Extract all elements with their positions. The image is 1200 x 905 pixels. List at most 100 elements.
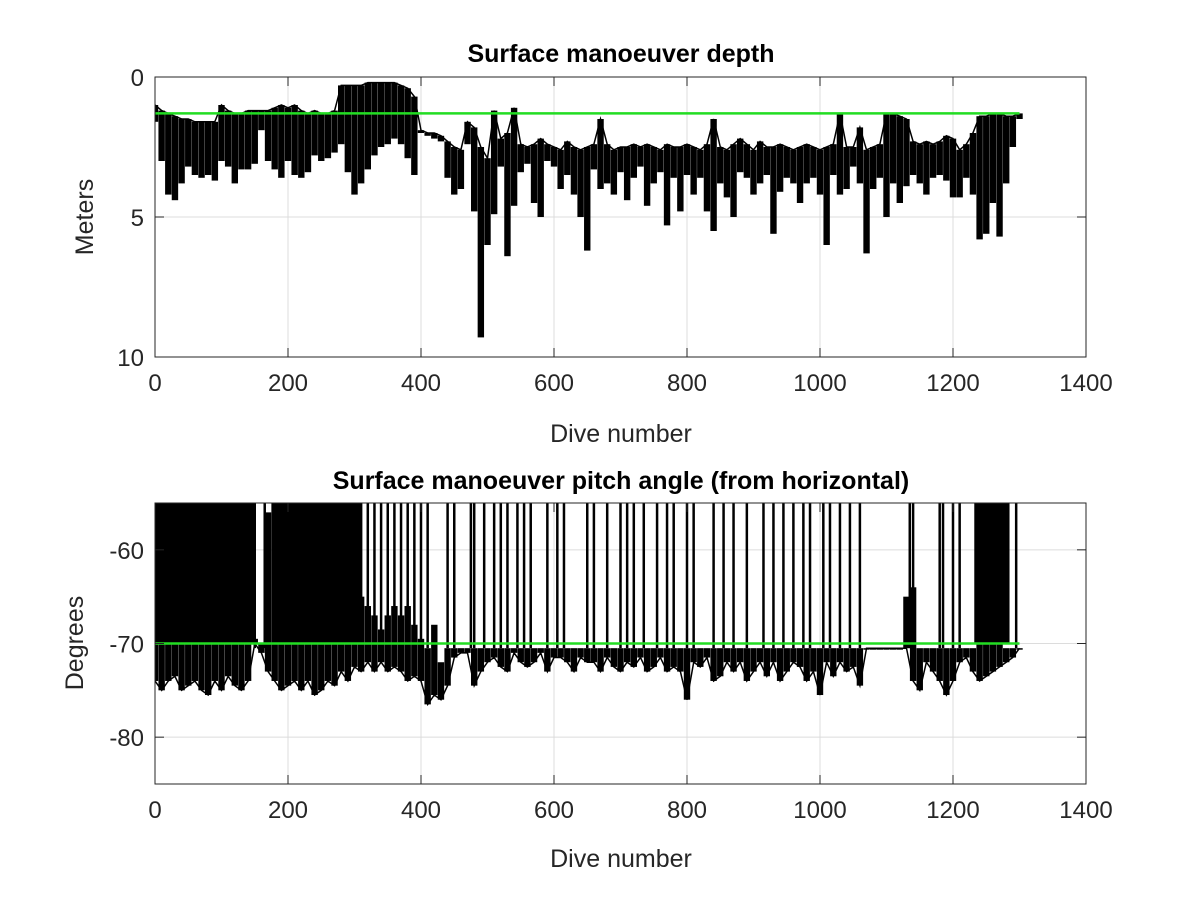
pitch-series-bar-99 — [810, 648, 817, 672]
depth-series-bar-118 — [936, 141, 943, 175]
depth-y-axis-label: Meters — [71, 179, 99, 255]
depth-y-tick-label-2: 10 — [117, 345, 144, 372]
depth-series-bar-85 — [717, 147, 724, 184]
depth-series-bar-9 — [211, 121, 219, 181]
depth-series-bar-37 — [397, 85, 405, 145]
depth-series-bar-112 — [896, 116, 903, 203]
depth-series-bar-91 — [756, 141, 764, 184]
pitch-series-bar-56 — [524, 648, 531, 667]
depth-series-bar-14 — [244, 110, 252, 170]
pitch-x-tick-label-5: 1000 — [793, 797, 846, 824]
pitch-series-bar-25 — [318, 503, 325, 691]
depth-series-bar-73 — [637, 147, 644, 167]
pitch-series-bar-20 — [284, 503, 292, 686]
pitch-series-bar-12 — [231, 503, 238, 686]
depth-series-bar-84 — [710, 119, 717, 231]
pitch-y-axis-label: Degrees — [61, 596, 89, 691]
depth-series-bar-89 — [743, 144, 751, 178]
depth-series-bar-83 — [703, 144, 711, 212]
depth-series-bar-105 — [850, 147, 857, 167]
pitch-series-bar-17 — [264, 512, 272, 672]
depth-series-bar-78 — [670, 147, 677, 178]
pitch-series-bar-8 — [205, 503, 212, 696]
pitch-series-bar-98 — [803, 648, 810, 681]
depth-series-bar-100 — [816, 149, 824, 195]
depth-series-bar-6 — [191, 121, 199, 175]
depth-series-bar-32 — [364, 82, 371, 170]
pitch-series-bar-129 — [1009, 648, 1017, 658]
pitch-subplot: Surface manoeuver pitch angle (from hori… — [61, 467, 1113, 873]
depth-series-bar-54 — [510, 107, 518, 206]
pitch-series-bar-118 — [936, 648, 943, 681]
pitch-series-bar-29 — [344, 503, 352, 681]
depth-series-bar-28 — [338, 85, 345, 145]
depth-series-bar-121 — [956, 149, 963, 198]
pitch-series-bar-92 — [763, 648, 770, 677]
depth-series-bar-56 — [524, 147, 531, 164]
depth-series-bar-57 — [530, 144, 538, 203]
depth-series-bar-39 — [411, 96, 418, 175]
pitch-series-bar-69 — [610, 648, 618, 667]
pitch-series-bar-24 — [311, 503, 318, 696]
pitch-series-bar-81 — [690, 648, 697, 663]
pitch-series-bar-122 — [963, 648, 970, 658]
depth-series-bar-64 — [577, 149, 584, 217]
pitch-series-bar-106 — [856, 648, 864, 686]
depth-y-tick-label-0: 0 — [131, 65, 144, 92]
pitch-series-bar-21 — [291, 503, 298, 681]
depth-series-bar-128 — [1003, 116, 1010, 184]
depth-series-bar-86 — [723, 149, 731, 198]
pitch-series-bar-28 — [338, 503, 345, 672]
depth-series-bar-70 — [617, 147, 624, 173]
depth-series-bar-4 — [178, 119, 185, 184]
depth-series-bar-55 — [517, 144, 524, 173]
pitch-x-tick-label-3: 600 — [534, 797, 574, 824]
pitch-series-bar-75 — [650, 648, 657, 667]
pitch-series-bar-18 — [271, 503, 278, 681]
depth-series-bar-71 — [623, 147, 631, 201]
pitch-series-bar-46 — [457, 648, 465, 653]
depth-series-bar-82 — [697, 149, 704, 178]
depth-series-bar-90 — [750, 149, 757, 195]
depth-series-bar-13 — [238, 113, 245, 170]
pitch-series-bar-80 — [683, 648, 691, 700]
pitch-series-bar-64 — [577, 648, 584, 658]
pitch-series-bar-97 — [796, 648, 804, 667]
depth-series-bar-25 — [318, 113, 325, 161]
depth-series-bar-113 — [903, 119, 910, 187]
depth-series-bar-106 — [856, 127, 864, 184]
pitch-series-bar-125 — [983, 549, 990, 677]
pitch-series-bar-120 — [949, 648, 957, 681]
depth-series-bar-101 — [823, 147, 830, 245]
pitch-series-bar-128 — [1003, 648, 1010, 663]
depth-series-bar-102 — [830, 144, 837, 175]
depth-series-bar-66 — [590, 144, 598, 170]
pitch-series-bar-19 — [278, 503, 285, 691]
pitch-series-bar-87 — [730, 648, 737, 672]
pitch-series-bar-66 — [590, 648, 598, 663]
depth-series-bar-51 — [490, 110, 498, 215]
pitch-series-bar-102 — [830, 648, 837, 677]
depth-series-bar-114 — [909, 141, 917, 175]
pitch-series-bar-88 — [737, 648, 744, 663]
depth-x-tick-label-0: 0 — [148, 370, 161, 397]
pitch-chart-title: Surface manoeuver pitch angle (from hori… — [333, 467, 909, 495]
depth-subplot: Surface manoeuver depth Dive number Mete… — [71, 40, 1113, 448]
pitch-series-bar-42 — [431, 624, 438, 696]
depth-series-bar-38 — [404, 88, 411, 159]
pitch-series-bar-10 — [218, 503, 225, 691]
pitch-series-bar-40 — [417, 638, 425, 681]
depth-series-bar-96 — [790, 149, 797, 184]
depth-series-bar-58 — [537, 138, 544, 217]
depth-series-bar-10 — [218, 105, 225, 161]
depth-series-bar-2 — [165, 113, 172, 195]
depth-series-bar-48 — [471, 127, 478, 212]
depth-series-bar-16 — [258, 110, 265, 131]
depth-series-bar-46 — [457, 149, 465, 189]
pitch-y-tick-label-1: -70 — [109, 632, 144, 659]
pitch-series-bar-14 — [244, 503, 252, 681]
depth-series-bar-111 — [889, 113, 897, 184]
pitch-series-bar-67 — [597, 648, 604, 672]
pitch-series-bar-71 — [623, 648, 631, 663]
pitch-series-bar-61 — [557, 648, 564, 658]
